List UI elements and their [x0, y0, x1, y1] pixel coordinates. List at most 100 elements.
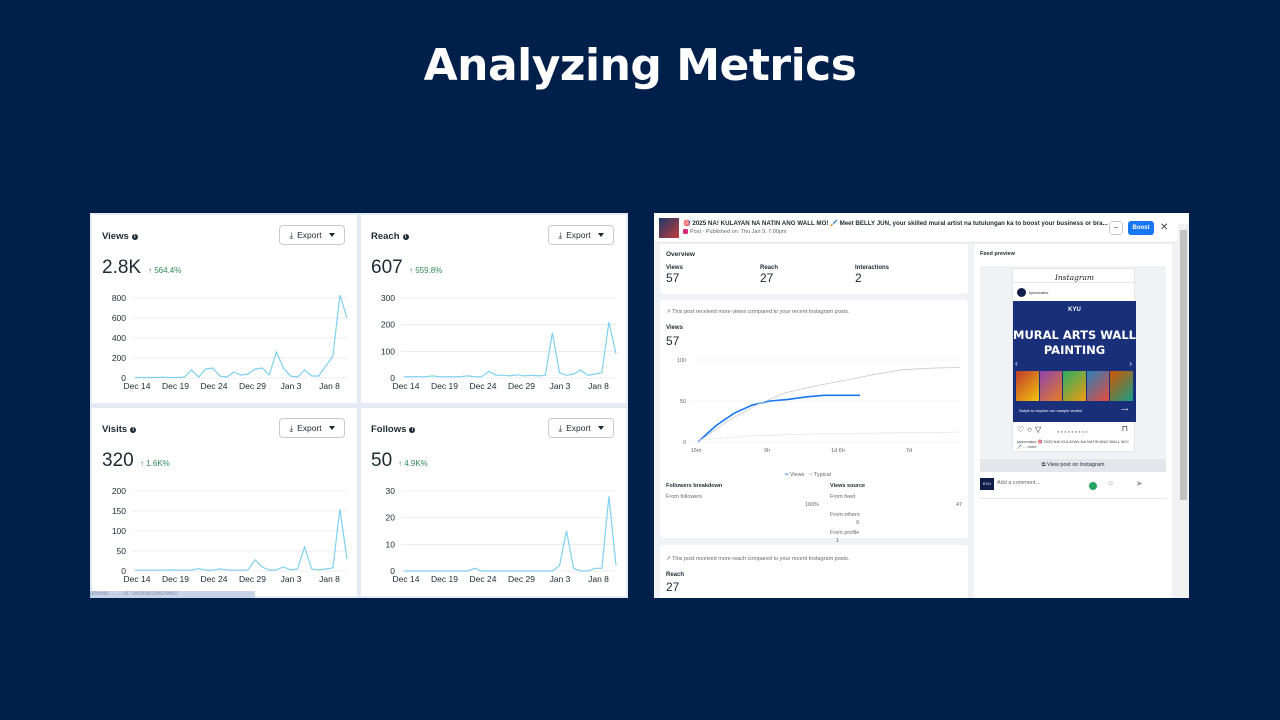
from-others-label: From others — [830, 512, 860, 518]
metrics-panel: Views i ⤓ Export 2.8K ↑ 564.4% 800 600 400 20… — [90, 213, 628, 598]
y-tick-label: 100 — [112, 526, 126, 536]
follows-card: Follows i ⤓ Export 50 ↑ 4.9K% 30 20 10 0 Dec 1… — [361, 408, 626, 596]
x-tick-label: Dec 29 — [239, 381, 266, 391]
y-tick-label: 200 — [381, 320, 395, 330]
metric-value: 607 — [371, 257, 403, 278]
views-detail-panel: ↗ This post received more views compared… — [660, 300, 968, 538]
trend-icon: ↗ — [666, 556, 673, 562]
comment-input[interactable]: Add a comment... — [997, 480, 1041, 486]
export-button[interactable]: ⤓ Export — [548, 225, 614, 245]
series-line — [135, 294, 348, 379]
emoji-icon[interactable]: ☺ — [1107, 480, 1115, 487]
stat-reach: Reach 27 — [760, 265, 779, 285]
metric-change: ↑ 1.6K% — [140, 459, 170, 468]
mural-logo: KYU — [1068, 307, 1081, 313]
boost-button[interactable]: Boost — [1128, 221, 1154, 235]
x-tick-label: 9h — [764, 448, 770, 454]
bookmark-icon[interactable]: ⊓ — [1121, 424, 1128, 433]
card-title: Reach — [371, 231, 400, 242]
x-tick-label: Jan 8 — [588, 574, 609, 584]
x-tick-label: Dec 19 — [162, 574, 189, 584]
post-subtitle: Post · Published on: Thu Jan 9, 7:00pm — [690, 229, 787, 235]
views-value: 57 — [666, 334, 680, 348]
overview-panel: Overview Views 57 Reach 27 Interactions … — [660, 244, 968, 294]
info-icon[interactable]: i — [409, 426, 416, 433]
x-tick-label: Dec 14 — [393, 574, 420, 584]
post-title: 🎯 2025 NA! KULAYAN NA NATIN ANG WALL MO!… — [683, 220, 1108, 227]
views-comparison-chart: 100 50 0 15m 9h 1d 6h 7d — [677, 358, 961, 454]
y-tick-label: 0 — [121, 373, 126, 383]
stat-views: Views 57 — [666, 265, 683, 285]
heart-icon[interactable]: ♡ — [1017, 425, 1028, 434]
from-followers-value: 100% — [805, 502, 820, 508]
baseline-line — [697, 431, 961, 441]
x-tick-label: 15m — [691, 448, 702, 454]
x-tick-label: Dec 19 — [162, 381, 189, 391]
close-icon[interactable]: ✕ — [1160, 222, 1169, 233]
mural-photos — [1016, 371, 1133, 401]
series-line-views — [697, 394, 860, 443]
slide-title: Analyzing Metrics — [423, 40, 857, 91]
x-tick-label: 1d 6h — [831, 448, 845, 454]
x-tick-label: Dec 14 — [393, 381, 420, 391]
minimize-button[interactable]: − — [1109, 221, 1123, 235]
y-tick-label: 200 — [112, 353, 126, 363]
views-card: Views i ⤓ Export 2.8K ↑ 564.4% 800 600 400 20… — [92, 215, 357, 403]
x-tick-label: Dec 19 — [431, 574, 458, 584]
reach-value: 27 — [666, 580, 680, 594]
send-icon[interactable]: ➤ — [1136, 479, 1143, 488]
view-on-instagram-link[interactable]: ⧉ View post on Instagram — [980, 459, 1166, 472]
reach-label: Reach — [666, 572, 685, 578]
followers-breakdown-label: Followers breakdown — [666, 483, 723, 489]
x-tick-label: Dec 19 — [431, 381, 458, 391]
trend-icon: ↗ — [666, 309, 673, 315]
from-others-value: 9 — [856, 520, 860, 526]
y-tick-label: 0 — [390, 566, 395, 576]
export-button[interactable]: ⤓ Export — [548, 418, 614, 438]
x-tick-label: 7d — [906, 448, 912, 454]
export-button[interactable]: ⤓ Export — [279, 418, 345, 438]
scrollbar-thumb[interactable] — [1180, 230, 1187, 500]
grammarly-icon — [1089, 482, 1097, 490]
chevron-right-icon[interactable]: › — [1129, 359, 1132, 368]
x-tick-label: Dec 14 — [124, 381, 151, 391]
chevron-left-icon[interactable]: ‹ — [1015, 359, 1018, 368]
from-followers-label: From followers — [666, 494, 703, 500]
series-line-typical — [697, 367, 961, 443]
instagram-logo: Instagram — [1054, 273, 1095, 282]
avatar: KYU — [980, 478, 994, 490]
y-tick-label: 50 — [680, 399, 686, 405]
x-tick-label: Dec 24 — [201, 574, 228, 584]
scrollbar[interactable] — [1178, 224, 1189, 598]
carousel-dots: ● ● ● ● ● ● ● ● ● — [1057, 429, 1088, 434]
from-profile-label: From profile — [830, 530, 860, 536]
from-feed-value: 47 — [956, 502, 963, 508]
y-tick-label: 0 — [683, 440, 686, 446]
metric-change: ↑ 4.9K% — [398, 459, 428, 468]
info-icon[interactable]: i — [131, 233, 138, 240]
series-line — [135, 508, 348, 571]
comment-icon[interactable]: ○ — [1027, 425, 1036, 434]
visits-card: Visits i ⤓ Export 320 ↑ 1.6K% 200 150 100 50 0… — [92, 408, 357, 596]
overview-label: Overview — [666, 251, 695, 258]
metric-value: 50 — [371, 450, 393, 471]
info-icon[interactable]: i — [402, 233, 409, 240]
reach-note: ↗ This post received more reach compared… — [666, 556, 850, 562]
swipe-text: Swipe to explore our sample works! — [1019, 408, 1083, 413]
reach-detail-panel: ↗ This post received more reach compared… — [660, 545, 968, 598]
instagram-icon — [683, 229, 688, 235]
post-thumbnail — [659, 218, 679, 238]
export-button[interactable]: ⤓ Export — [279, 225, 345, 245]
caret-down-icon — [597, 233, 604, 237]
feed-preview-label: Feed preview — [980, 251, 1015, 257]
y-tick-label: 300 — [381, 293, 395, 303]
share-icon[interactable]: ▽ — [1035, 425, 1045, 434]
x-tick-label: Jan 8 — [319, 381, 340, 391]
card-title: Visits — [102, 424, 128, 435]
post-header: 🎯 2025 NA! KULAYAN NA NATIN ANG WALL MO!… — [654, 213, 1189, 243]
post-image[interactable]: KYU MURAL ARTS WALL PAINTING ‹ › Swipe t… — [1013, 301, 1136, 422]
post-caption: kyucreates 🎯 2025 NA! KULAYAN NA NATIN A… — [1017, 439, 1129, 449]
y-tick-label: 800 — [112, 293, 126, 303]
info-icon[interactable]: i — [130, 426, 137, 433]
card-title: Follows — [371, 424, 407, 435]
